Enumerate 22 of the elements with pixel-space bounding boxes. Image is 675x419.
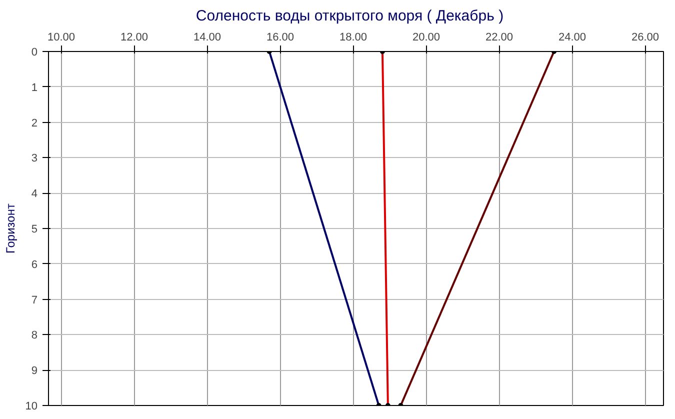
y-tick-label: 3	[31, 152, 38, 165]
x-tick-label: 18.00	[340, 32, 368, 44]
y-tick-label: 7	[31, 294, 38, 306]
x-tick-label: 26.00	[631, 32, 660, 44]
y-tick-label: 9	[31, 365, 38, 378]
y-tick-label: 2	[31, 117, 38, 130]
y-tick-label: 1	[31, 82, 38, 94]
y-tick-label: 10	[25, 400, 38, 412]
x-tick-label: 12.00	[120, 32, 148, 44]
y-tick-label: 0	[31, 46, 38, 58]
x-tick-label: 16.00	[266, 32, 294, 44]
y-tick-label: 6	[31, 258, 38, 271]
y-tick-label: 4	[31, 188, 38, 200]
x-tick-label: 24.00	[558, 32, 586, 44]
y-axis-title: Горизонт	[3, 203, 18, 254]
y-tick-label: 8	[31, 330, 38, 342]
x-tick-label: 10.00	[48, 32, 76, 44]
y-tick-label: 5	[31, 224, 38, 236]
x-tick-label: 14.00	[194, 32, 222, 44]
x-tick-label: 22.00	[485, 32, 514, 44]
chart-title: Соленость воды открытого моря ( Декабрь )	[196, 8, 504, 24]
x-tick-label: 20.00	[412, 32, 440, 44]
